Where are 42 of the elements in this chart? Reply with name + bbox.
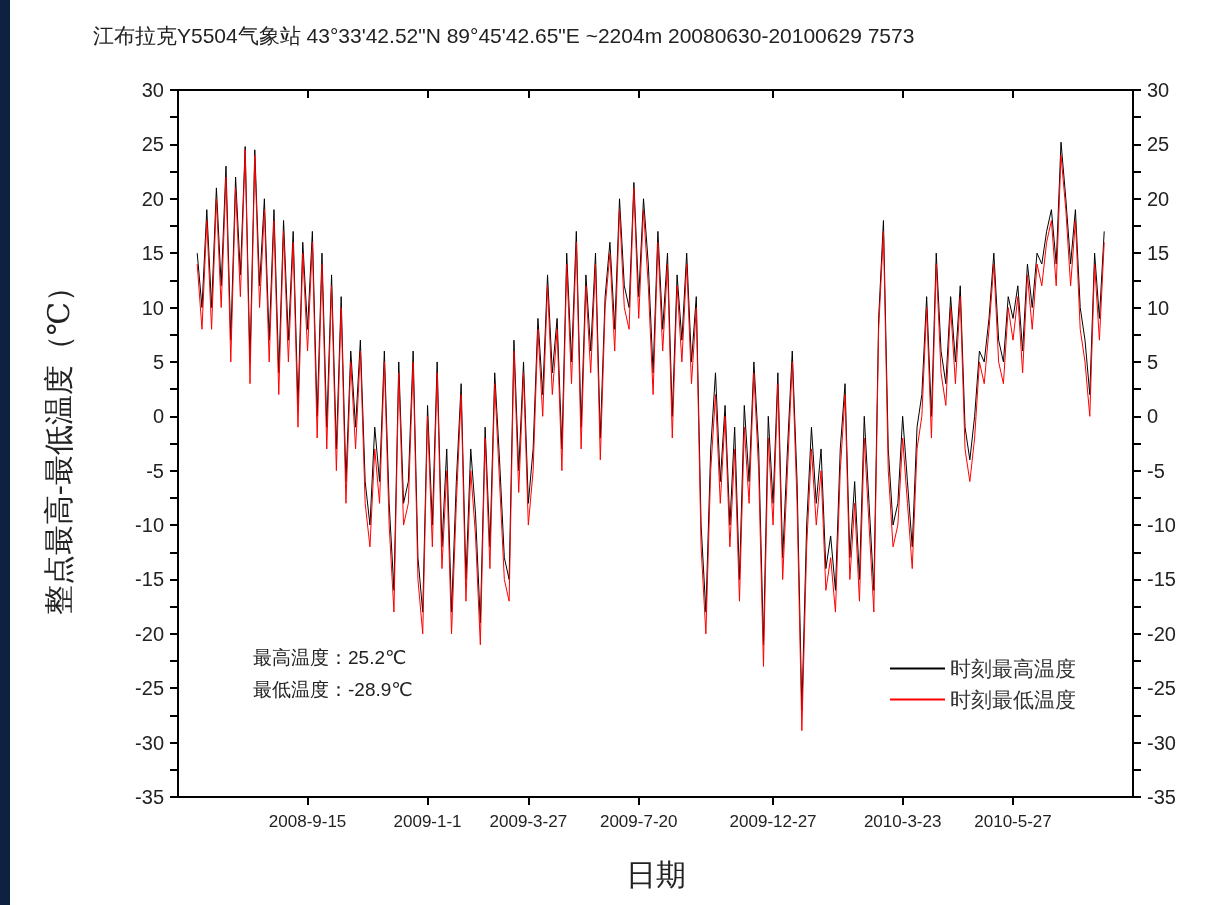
- y-tick-label: -5: [146, 459, 164, 482]
- y2-tick-label: 0: [1147, 405, 1159, 428]
- y2-tick-label: 20: [1147, 187, 1170, 210]
- y-tick-label: -35: [135, 786, 164, 808]
- y-tick-label: 20: [141, 187, 164, 210]
- y2-tick-label: -25: [1147, 677, 1176, 700]
- chart-title: 江布拉克Y5504气象站 43°33'42.52"N 89°45'42.65"E ~2204m 20080630-20100629 7573: [93, 24, 915, 47]
- y2-tick-label: -20: [1147, 622, 1176, 645]
- y-tick-label: 0: [152, 405, 164, 428]
- y2-tick-label: 25: [1147, 133, 1170, 156]
- y2-tick-label: 15: [1147, 242, 1170, 265]
- y2-tick-label: 10: [1147, 296, 1170, 319]
- y2-tick-label: -10: [1147, 514, 1176, 537]
- y-tick-label: 25: [141, 133, 164, 156]
- y-tick-label: 10: [141, 296, 164, 319]
- x-tick-label: 2009-1-1: [393, 812, 462, 831]
- y2-tick-label: 30: [1147, 79, 1170, 101]
- y-tick-label: 5: [152, 350, 164, 373]
- y2-tick-label: -35: [1147, 786, 1176, 808]
- y-axis-title: 整点最高-最低温度（℃）: [40, 271, 76, 616]
- y2-tick-label: -15: [1147, 568, 1176, 591]
- y-tick-label: 15: [141, 242, 164, 265]
- x-axis-title: 日期: [625, 856, 686, 892]
- y-tick-label: 30: [141, 79, 164, 101]
- x-tick-label: 2010-5-27: [974, 812, 1052, 831]
- y2-tick-label: 5: [1147, 350, 1159, 373]
- y2-tick-label: -5: [1147, 459, 1165, 482]
- y2-tick-label: -30: [1147, 731, 1176, 754]
- x-tick-label: 2010-3-23: [863, 812, 942, 831]
- y-tick-label: -25: [135, 677, 164, 700]
- x-tick-label: 2008-9-15: [268, 812, 347, 831]
- x-tick-label: 2009-12-27: [729, 812, 817, 831]
- legend-label: 时刻最高温度: [950, 656, 1076, 681]
- x-tick-label: 2009-7-20: [599, 812, 678, 831]
- x-tick-label: 2009-3-27: [489, 812, 568, 831]
- annotation: 最高温度：25.2℃: [253, 647, 407, 668]
- y-tick-label: -30: [135, 731, 164, 754]
- y-tick-label: -20: [135, 622, 164, 645]
- y-tick-label: -10: [135, 514, 164, 537]
- y-tick-label: -15: [135, 568, 164, 591]
- annotation: 最低温度：-28.9℃: [253, 679, 413, 700]
- legend-label: 时刻最低温度: [950, 687, 1076, 712]
